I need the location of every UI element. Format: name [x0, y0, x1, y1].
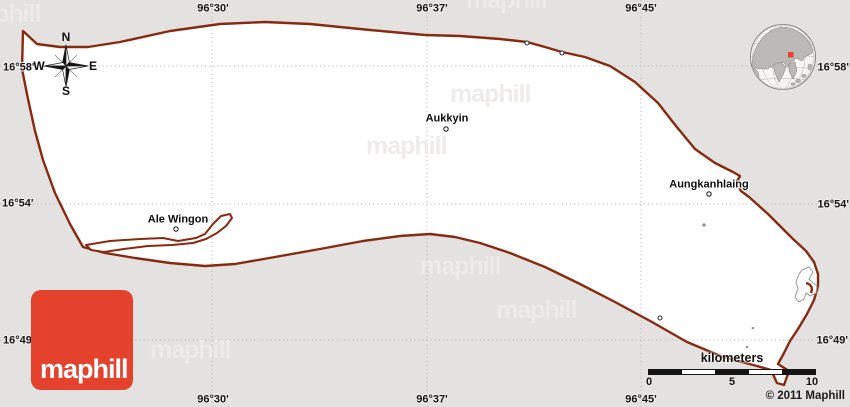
place-label-aukkyin: Aukkyin	[425, 112, 469, 125]
settlement-markers	[173, 40, 755, 349]
latitude-label-left: 16°58'	[3, 61, 35, 74]
exclave-red-boundary	[805, 281, 814, 294]
minor-dot	[702, 223, 706, 227]
district-region-fill	[22, 22, 818, 385]
settlement-marker	[443, 126, 449, 132]
longitude-label-bottom: 96°37'	[416, 393, 448, 406]
exclave-outline	[794, 266, 818, 303]
longitude-label-top: 96°30'	[197, 2, 229, 15]
compass-east-label: E	[88, 59, 98, 73]
minor-dot	[751, 326, 755, 330]
settlement-marker	[524, 40, 530, 46]
longitude-label-top: 96°37'	[416, 2, 448, 15]
minor-dot	[745, 345, 749, 349]
settlement-marker	[173, 226, 179, 232]
latitude-label-right: 16°49'	[816, 334, 849, 347]
scale-bar	[648, 369, 816, 375]
compass-north-label: N	[61, 30, 71, 44]
maphill-logo-text: maphill	[40, 354, 129, 384]
longitude-label-top: 96°45'	[625, 2, 657, 15]
longitude-label-bottom: 96°45'	[625, 393, 657, 406]
place-label-ale-wingon: Ale Wingon	[147, 213, 209, 226]
district-boundary-outline	[20, 20, 820, 387]
settlement-marker	[559, 50, 565, 56]
scale-bar-segment	[715, 370, 749, 374]
scale-bar-segment	[649, 370, 683, 374]
longitude-label-bottom: 96°30'	[197, 393, 229, 406]
locator-marker	[788, 52, 794, 58]
latitude-label-left: 16°49'	[3, 334, 35, 347]
scale-tick-0: 0	[645, 376, 653, 388]
scale-bar-unit-label: kilometers	[700, 351, 764, 365]
latitude-label-right: 16°58'	[817, 61, 850, 74]
place-label-aungkanhlaing: Aungkanhlaing	[669, 178, 749, 191]
scale-bar-segment	[748, 370, 782, 374]
compass-south-label: S	[61, 84, 71, 98]
settlement-marker	[657, 315, 663, 321]
scale-tick-10: 10	[805, 376, 819, 388]
scale-tick-5: 5	[728, 376, 736, 388]
settlement-marker	[706, 191, 712, 197]
copyright-notice: © 2011 Maphill	[765, 390, 845, 402]
maphill-logo-button[interactable]: maphill	[31, 290, 133, 390]
scale-bar-segment	[781, 370, 816, 374]
corridor-boundary	[85, 213, 233, 253]
globe-locator-icon	[750, 24, 816, 90]
scale-bar-segment	[682, 370, 716, 374]
compass-west-label: W	[33, 59, 45, 73]
latitude-label-right: 16°54'	[817, 198, 850, 211]
compass-rose-icon	[43, 44, 89, 88]
latitude-label-left: 16°54'	[2, 197, 34, 210]
